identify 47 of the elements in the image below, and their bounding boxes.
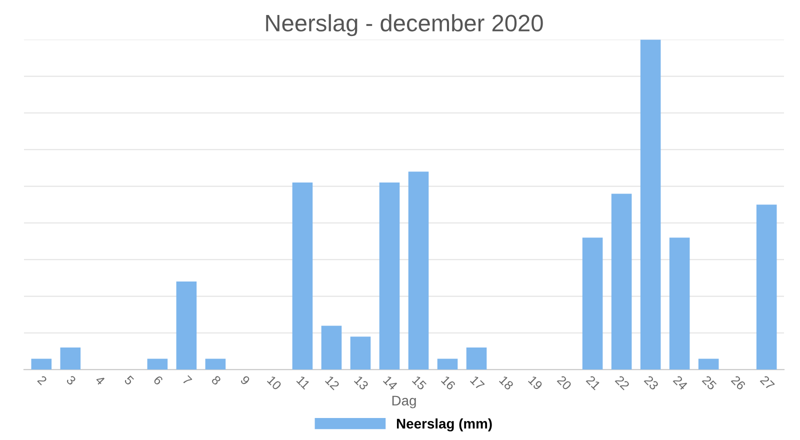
bar bbox=[379, 182, 400, 370]
x-tick-label: 27 bbox=[760, 375, 775, 390]
x-tick-label: 7 bbox=[182, 375, 192, 386]
x-tick-label: 26 bbox=[730, 375, 746, 390]
x-tick-label: 17 bbox=[470, 375, 485, 390]
bar bbox=[292, 182, 313, 370]
bar bbox=[205, 358, 226, 370]
bar bbox=[437, 358, 458, 370]
x-tick-label: 24 bbox=[672, 375, 688, 390]
bar bbox=[321, 326, 342, 370]
bar bbox=[176, 281, 197, 370]
bar bbox=[466, 347, 487, 370]
x-tick-label: 10 bbox=[266, 375, 282, 390]
x-tick-label: 15 bbox=[412, 375, 427, 390]
bar bbox=[669, 238, 690, 370]
bar bbox=[60, 347, 81, 370]
x-tick-label: 18 bbox=[498, 375, 514, 390]
x-tick-label: 8 bbox=[211, 375, 222, 386]
x-tick-label: 23 bbox=[644, 375, 659, 390]
x-tick-label: 16 bbox=[440, 375, 456, 390]
x-tick-label: 5 bbox=[124, 375, 134, 386]
bar bbox=[147, 358, 168, 370]
bar bbox=[350, 336, 371, 370]
x-tick-label: 4 bbox=[94, 374, 106, 386]
x-tick-label: 3 bbox=[66, 375, 76, 386]
bar bbox=[31, 358, 52, 370]
bar bbox=[408, 172, 429, 370]
x-tick-label: 9 bbox=[240, 375, 250, 386]
x-tick-label: 12 bbox=[324, 375, 340, 390]
x-tick-label: 25 bbox=[702, 375, 718, 390]
x-tick-label: 21 bbox=[586, 375, 601, 390]
bar bbox=[640, 40, 661, 370]
x-tick-label: 20 bbox=[556, 375, 572, 390]
bar bbox=[698, 358, 719, 370]
x-tick-label: 13 bbox=[354, 375, 369, 390]
chart-title: Neerslag - december 2020 bbox=[266, 14, 543, 36]
x-tick-label: 22 bbox=[614, 375, 630, 390]
x-tick-label: 19 bbox=[528, 375, 543, 390]
x-tick-label: 11 bbox=[296, 375, 310, 390]
bar bbox=[611, 194, 632, 370]
x-tick-label: 2 bbox=[37, 375, 48, 386]
bar bbox=[756, 204, 777, 370]
x-tick-label: 6 bbox=[153, 375, 164, 386]
x-tick-label: 14 bbox=[382, 375, 398, 390]
legend-label: Neerslag (mm) bbox=[396, 418, 492, 432]
x-axis-title: Dag bbox=[392, 396, 416, 408]
bar bbox=[582, 238, 603, 370]
